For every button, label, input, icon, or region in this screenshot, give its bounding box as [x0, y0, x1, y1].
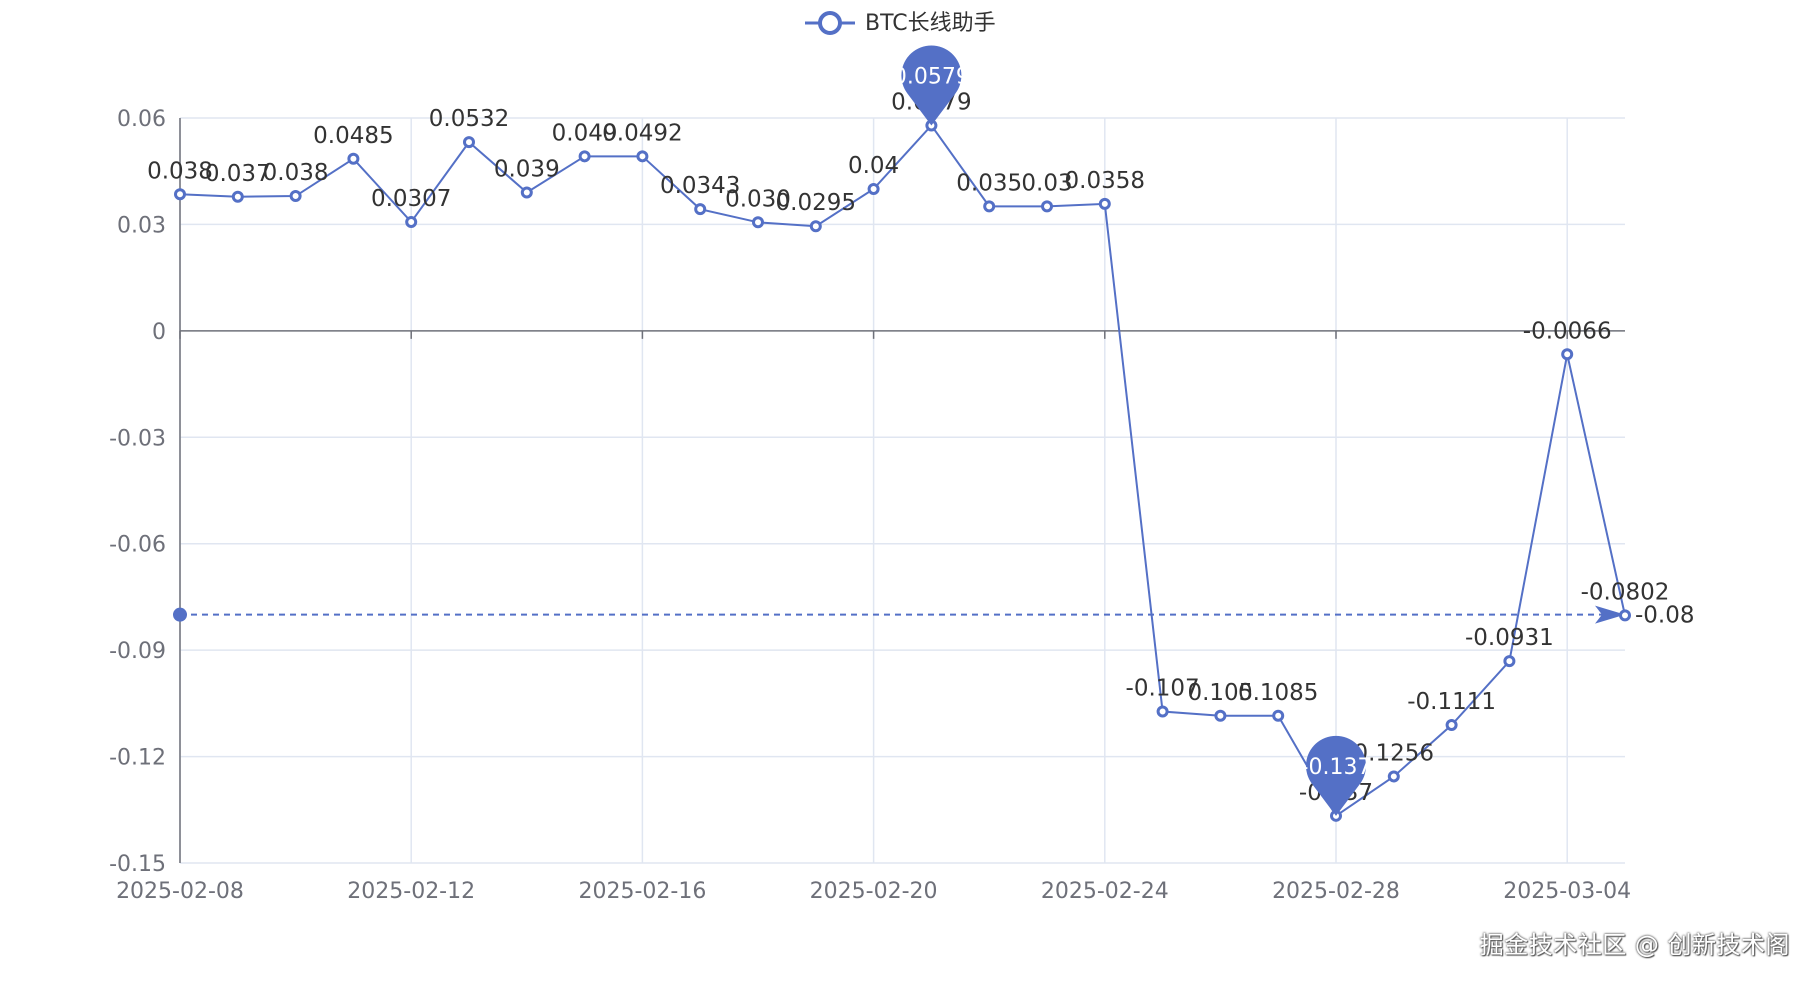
x-tick-label: 2025-02-16: [578, 879, 706, 904]
series-line: [174, 119, 1631, 822]
mark-point-label: -0.137: [1301, 755, 1372, 780]
data-label: 0.038: [147, 158, 213, 184]
series-path: [179, 123, 1626, 818]
y-tick-label: -0.09: [109, 639, 166, 664]
data-label: 0.038: [263, 160, 329, 186]
data-label: 0.0295: [776, 190, 856, 216]
mark-line-label: -0.08: [1635, 603, 1695, 629]
data-label: 0.0532: [429, 106, 509, 132]
pin-icon: [1306, 735, 1366, 816]
data-point[interactable]: [578, 150, 591, 163]
data-point[interactable]: [1098, 197, 1111, 210]
y-tick-label: -0.15: [109, 852, 166, 877]
data-label: 0.037: [205, 161, 271, 187]
data-point[interactable]: [1156, 705, 1169, 718]
data-label: -0.107: [1126, 676, 1200, 702]
data-point[interactable]: [1041, 200, 1053, 213]
data-point[interactable]: [1214, 709, 1227, 722]
data-point[interactable]: [694, 203, 707, 216]
x-tick-label: 2025-03-04: [1503, 879, 1631, 904]
data-label: 0.1085: [1238, 680, 1318, 706]
y-tick-label: 0.03: [117, 213, 166, 238]
data-label: 0.049: [552, 120, 618, 146]
data-point[interactable]: [1445, 718, 1458, 731]
data-point[interactable]: [809, 220, 822, 233]
axes: 0.060.030-0.03-0.06-0.09-0.12-0.152025-0…: [109, 107, 1631, 904]
data-label: 0.105: [1187, 680, 1253, 706]
data-point[interactable]: [463, 136, 475, 149]
data-label: -0.0931: [1465, 625, 1554, 651]
data-point[interactable]: [983, 200, 996, 213]
legend-label: BTC长线助手: [865, 11, 996, 36]
data-label: -0.0802: [1581, 579, 1670, 605]
x-tick-label: 2025-02-12: [347, 879, 475, 904]
pin-icon: [901, 45, 962, 126]
data-label: 0.0492: [602, 120, 682, 146]
data-label: 0.0343: [660, 173, 740, 199]
x-tick-label: 2025-02-28: [1272, 879, 1400, 904]
data-point[interactable]: [1503, 655, 1516, 668]
mark-line-arrow: [1595, 605, 1625, 624]
data-label: 0.0307: [371, 186, 451, 212]
data-label: 0.03: [1021, 170, 1072, 196]
data-label: 0.039: [494, 157, 560, 183]
data-point[interactable]: [1619, 609, 1631, 622]
data-point[interactable]: [636, 150, 649, 163]
x-tick-label: 2025-02-20: [810, 879, 938, 904]
x-tick-label: 2025-02-08: [116, 879, 244, 904]
grid: [179, 117, 1625, 864]
data-label: -0.0066: [1523, 318, 1612, 344]
y-tick-label: 0: [152, 320, 166, 345]
data-point[interactable]: [289, 190, 302, 203]
data-label: 0.0485: [313, 123, 393, 149]
x-tick-label: 2025-02-24: [1041, 879, 1169, 904]
data-point[interactable]: [520, 186, 533, 199]
data-point[interactable]: [1387, 770, 1400, 783]
data-point[interactable]: [1561, 348, 1574, 361]
data-point[interactable]: [1272, 709, 1285, 722]
mark-point-max[interactable]: 0.0579: [893, 45, 970, 126]
mark-line: -0.08: [173, 603, 1695, 629]
data-label: 0.1256: [1354, 740, 1434, 766]
data-point[interactable]: [867, 182, 880, 195]
data-point[interactable]: [405, 215, 418, 228]
data-point[interactable]: [174, 188, 186, 201]
data-point[interactable]: [752, 216, 764, 229]
y-tick-label: -0.12: [109, 746, 166, 771]
data-point[interactable]: [231, 190, 244, 203]
legend-circle-icon: [818, 11, 842, 35]
mark-points: 0.0579 -0.137: [893, 45, 1372, 816]
legend[interactable]: BTC长线助手: [805, 11, 996, 36]
y-tick-label: 0.06: [117, 107, 166, 132]
mark-point-label: 0.0579: [893, 64, 970, 89]
mark-point-min[interactable]: -0.137: [1301, 735, 1372, 816]
data-label: -0.1111: [1407, 689, 1496, 715]
data-label: 0.0358: [1065, 168, 1145, 194]
watermark: 掘金技术社区 @ 创新技术阁: [1479, 931, 1790, 959]
data-label: 0.030: [725, 186, 791, 212]
data-point[interactable]: [347, 152, 360, 165]
data-label: 0.04: [848, 153, 899, 179]
data-label: 0.035: [956, 170, 1022, 196]
y-tick-label: -0.06: [109, 533, 166, 558]
y-tick-label: -0.03: [109, 426, 166, 451]
